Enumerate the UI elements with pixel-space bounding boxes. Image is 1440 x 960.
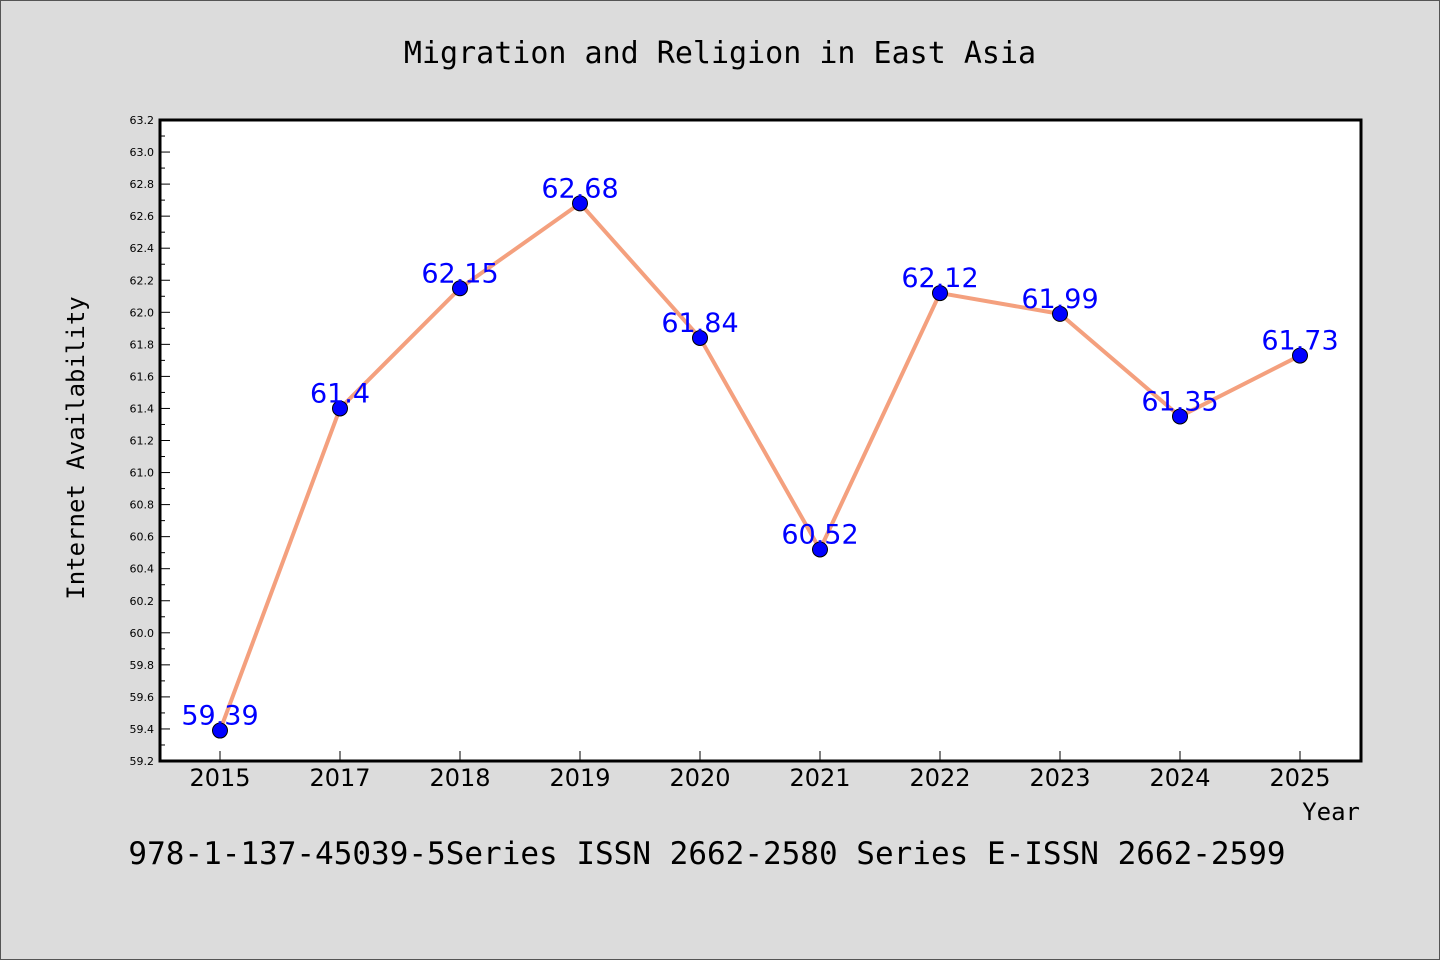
data-point — [932, 285, 948, 302]
y-axis-label: Internet Availability — [62, 296, 90, 599]
y-tick-label: 62.2 — [130, 274, 155, 287]
y-tick-label: 60.6 — [130, 531, 155, 544]
data-point — [812, 541, 828, 558]
y-tick-label: 61.4 — [130, 402, 155, 415]
y-tick-label: 61.2 — [130, 435, 155, 448]
x-tick-label: 2022 — [909, 764, 970, 792]
x-tick-label: 2021 — [789, 764, 850, 792]
footer-isbn-text: 978-1-137-45039-5Series ISSN 2662-2580 S… — [128, 836, 1285, 872]
y-tick-label: 60.0 — [130, 627, 155, 640]
y-tick-label: 59.6 — [130, 691, 155, 704]
x-tick-label: 2025 — [1269, 764, 1330, 792]
data-point — [1292, 347, 1308, 364]
y-tick-label: 62.0 — [130, 306, 155, 319]
y-tick-label: 60.2 — [130, 595, 155, 608]
data-point — [1172, 408, 1188, 425]
series-layer: 59.39 61.4 62.15 62.68 61.84 60.52 62.12 61.99 6… — [181, 173, 1339, 739]
data-label: 61.99 — [1021, 284, 1098, 315]
x-tick-label: 2015 — [189, 764, 250, 792]
x-tick-label: 2024 — [1149, 764, 1210, 792]
data-point — [692, 329, 708, 346]
y-tick-label: 62.6 — [130, 210, 155, 223]
y-tick-label: 61.0 — [130, 467, 155, 480]
y-axis: 59.2 59.4 59.6 59.8 60.0 60.2 60.4 60.6 60.8 61.0… — [130, 114, 170, 768]
plot-border — [158, 118, 1363, 763]
x-tick-label: 2023 — [1029, 764, 1090, 792]
chart-title: Migration and Religion in East Asia — [404, 36, 1036, 71]
data-label: 61.4 — [310, 378, 370, 409]
x-axis: 2015 2017 2018 2019 2020 2021 2022 2023 2024 2025 — [189, 751, 1331, 792]
data-label: 62.68 — [541, 173, 618, 204]
y-tick-label: 59.2 — [130, 755, 155, 768]
data-label: 62.15 — [421, 258, 498, 289]
y-tick-label: 60.8 — [130, 499, 155, 512]
data-label: 61.73 — [1261, 326, 1338, 357]
y-tick-label: 61.8 — [130, 338, 155, 351]
x-axis-label: Year — [1302, 798, 1360, 826]
series-line — [218, 201, 1301, 732]
y-tick-label: 60.4 — [130, 563, 155, 576]
data-label: 59.39 — [181, 701, 258, 732]
y-tick-label: 59.4 — [130, 723, 155, 736]
x-tick-label: 2017 — [309, 764, 370, 792]
y-tick-label: 62.8 — [130, 178, 155, 191]
y-tick-label: 63.2 — [130, 114, 155, 127]
x-tick-label: 2019 — [549, 764, 610, 792]
data-point — [332, 400, 348, 417]
plot-area — [160, 120, 1361, 761]
data-point — [452, 280, 468, 297]
x-tick-label: 2020 — [669, 764, 730, 792]
data-point — [572, 195, 588, 212]
data-label: 61.35 — [1141, 386, 1218, 417]
data-point — [1052, 305, 1068, 322]
data-label: 60.52 — [781, 519, 858, 550]
x-tick-label: 2018 — [429, 764, 490, 792]
y-tick-label: 63.0 — [130, 146, 155, 159]
data-point — [212, 722, 228, 739]
data-label: 62.12 — [901, 263, 978, 294]
data-label: 61.84 — [661, 308, 738, 339]
y-tick-label: 61.6 — [130, 370, 155, 383]
y-tick-label: 59.8 — [130, 659, 155, 672]
y-tick-label: 62.4 — [130, 242, 155, 255]
